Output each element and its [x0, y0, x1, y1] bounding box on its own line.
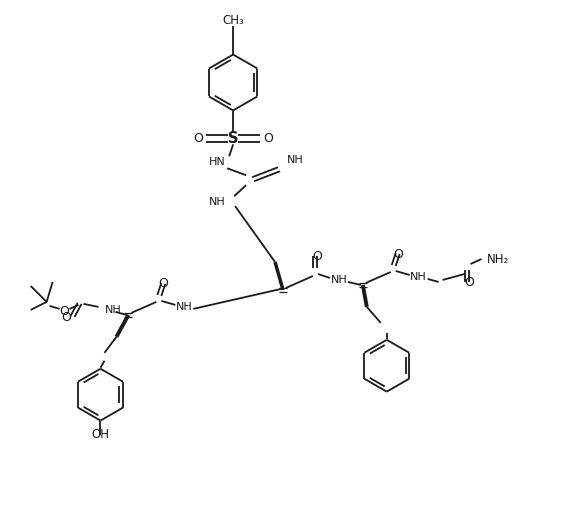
Text: O: O [393, 247, 403, 261]
Text: O: O [60, 305, 70, 318]
Text: NH₂: NH₂ [486, 253, 509, 265]
Text: NH: NH [105, 305, 121, 315]
Text: S: S [228, 131, 238, 146]
Text: NH: NH [331, 275, 347, 285]
Text: OH: OH [91, 428, 109, 441]
Text: O: O [193, 132, 203, 145]
Text: NH: NH [176, 302, 193, 312]
Text: O: O [465, 277, 475, 289]
Text: O: O [263, 132, 273, 145]
Text: O: O [62, 311, 71, 325]
Text: NH: NH [209, 197, 225, 207]
Text: O: O [312, 250, 322, 262]
Text: CH₃: CH₃ [223, 14, 244, 27]
Text: HN: HN [209, 157, 225, 167]
Text: O: O [159, 278, 168, 290]
Text: NH: NH [287, 155, 304, 165]
Text: NH: NH [410, 272, 427, 282]
